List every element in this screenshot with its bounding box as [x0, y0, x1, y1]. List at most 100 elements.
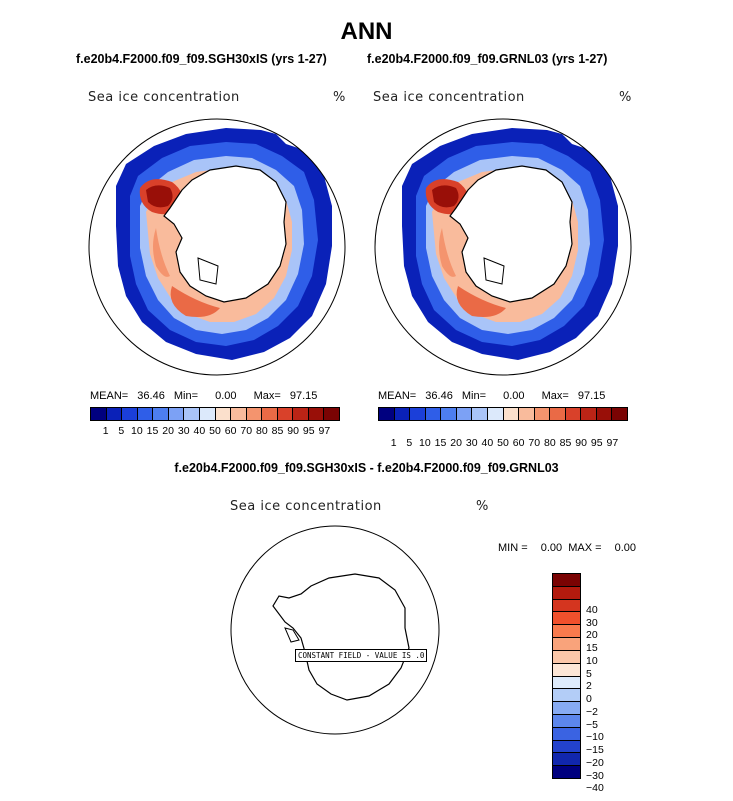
colorbar-box	[487, 408, 504, 420]
panel-1-mean-value: 36.46	[137, 390, 165, 402]
difference-units-label: %	[476, 499, 489, 514]
colorbar-tick-label: 80	[544, 437, 556, 449]
colorbar-box	[106, 408, 123, 420]
panel-2-max-label: Max=	[541, 390, 569, 402]
panel-1-units-label: %	[333, 90, 346, 105]
difference-max-value: 0.00	[614, 542, 637, 554]
colorbar-box	[553, 574, 580, 587]
colorbar-box	[246, 408, 263, 420]
panel-2-min-label: Min=	[461, 390, 487, 402]
colorbar-box	[581, 408, 597, 420]
colorbar-tick-label: −20	[586, 756, 604, 769]
panel-2-stats: MEAN= 36.46 Min= 0.00 Max= 97.15	[378, 390, 605, 402]
colorbar-box	[441, 408, 457, 420]
colorbar-tick-label: 85	[559, 437, 572, 449]
panel-1-min-value: 0.00	[215, 390, 237, 402]
colorbar-box	[324, 408, 339, 420]
colorbar-box	[553, 740, 580, 754]
colorbar-tick-label: 5	[118, 425, 125, 437]
colorbar-box	[277, 408, 294, 420]
colorbar-tick-label: 80	[256, 425, 268, 437]
colorbar-box	[231, 408, 247, 420]
bellingshausen-band	[153, 228, 170, 277]
colorbar-tick-label: 20	[586, 629, 598, 642]
colorbar-tick-label: 1	[102, 425, 109, 437]
antarctica-coastline	[272, 573, 410, 701]
colorbar-box	[91, 408, 107, 420]
colorbar-tick-label: 20	[450, 437, 462, 449]
panel-1-mean-label: MEAN=	[90, 390, 129, 402]
colorbar-box	[199, 408, 216, 420]
difference-variable-label: Sea ice concentration	[230, 499, 382, 514]
colorbar-box	[410, 408, 426, 420]
colorbar-box	[612, 408, 627, 420]
colorbar-tick-label: 70	[528, 437, 541, 449]
panel-1-max-label: Max=	[253, 390, 281, 402]
colorbar-tick-label: 90	[575, 437, 587, 449]
colorbar-box	[456, 408, 473, 420]
panel-2-variable-label: Sea ice concentration	[373, 90, 525, 105]
colorbar-tick-label: 30	[465, 437, 478, 449]
colorbar-box	[262, 408, 278, 420]
bellingshausen-band	[439, 228, 456, 277]
colorbar-box	[122, 408, 138, 420]
difference-max-label: MAX =	[568, 542, 602, 554]
colorbar-box	[293, 408, 309, 420]
colorbar-tick-label: 0	[586, 693, 592, 705]
colorbar-tick-label: 40	[193, 425, 206, 437]
colorbar-box	[553, 702, 580, 715]
panel-1-variable-label: Sea ice concentration	[88, 90, 240, 105]
colorbar-tick-label: 40	[586, 603, 598, 616]
ross-ice-shelf	[483, 257, 505, 285]
colorbar-tick-label: 1	[390, 437, 397, 449]
panel-2-title: f.e20b4.F2000.f09_f09.GRNL03 (yrs 1-27)	[367, 52, 608, 66]
colorbar-tick-label: −40	[586, 782, 604, 795]
colorbar-box	[553, 586, 580, 600]
antarctica-coastline	[163, 165, 287, 303]
difference-title: f.e20b4.F2000.f09_f09.SGH30xIS - f.e20b4…	[174, 461, 559, 475]
colorbar-box	[553, 612, 580, 626]
colorbar-box	[553, 663, 580, 677]
figure-title: ANN	[340, 18, 393, 45]
colorbar-box	[553, 753, 580, 767]
difference-min-label: MIN =	[498, 542, 528, 554]
colorbar-tick-label: −15	[586, 744, 604, 756]
colorbar-box	[553, 689, 580, 703]
colorbar-tick-label: 5	[406, 437, 413, 449]
colorbar-tick-label: −30	[586, 769, 604, 782]
colorbar-tick-label: 10	[419, 437, 431, 449]
panel-1-stats: MEAN= 36.46 Min= 0.00 Max= 97.15	[90, 390, 317, 402]
weddell-sea-core	[432, 185, 459, 208]
colorbar-box	[553, 638, 580, 651]
colorbar-tick-label: 15	[434, 437, 447, 449]
constant-field-label: CONSTANT FIELD - VALUE IS .0	[295, 649, 428, 662]
colorbar-box	[215, 408, 232, 420]
panel-1-map	[88, 118, 346, 376]
panel-1-title: f.e20b4.F2000.f09_f09.SGH30xIS (yrs 1-27…	[76, 52, 327, 66]
colorbar-box	[553, 599, 580, 613]
colorbar-box	[553, 727, 580, 741]
panel-1-max-value: 97.15	[289, 390, 318, 402]
colorbar-box	[550, 408, 566, 420]
panel-2-mean-value: 36.46	[425, 390, 453, 402]
colorbar-tick-label: 10	[586, 654, 598, 667]
colorbar-box	[519, 408, 535, 420]
colorbar-tick-label: 60	[224, 425, 237, 437]
colorbar-box	[168, 408, 185, 420]
difference-min-value: 0.00	[540, 542, 563, 554]
colorbar-box	[137, 408, 154, 420]
panel-2-mean-label: MEAN=	[378, 390, 417, 402]
colorbar-tick-label: 95	[302, 425, 315, 437]
panel-2-max-value: 97.15	[577, 390, 606, 402]
colorbar-tick-label: 97	[318, 425, 331, 437]
colorbar-tick-label: 30	[177, 425, 190, 437]
colorbar-box	[503, 408, 520, 420]
difference-stats: MIN = 0.00 MAX = 0.00	[498, 542, 636, 554]
colorbar-box	[425, 408, 442, 420]
panel-2-min-value: 0.00	[503, 390, 525, 402]
colorbar-tick-label: 50	[209, 425, 221, 437]
difference-colorbar-labels: 40 30 20 15 10 5 2 0 −2 −5 −10 −15 −20 −30 −40	[586, 597, 626, 801]
ross-ice-shelf	[197, 257, 219, 285]
ross-sea-max	[170, 286, 220, 317]
panel-2-map	[374, 118, 632, 376]
